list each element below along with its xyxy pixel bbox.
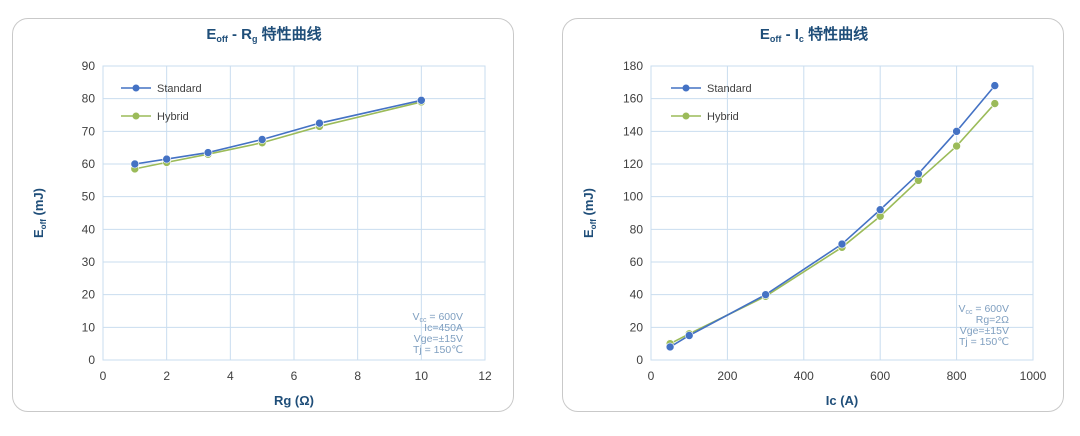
data-point — [914, 169, 923, 179]
y-tick-label: 100 — [623, 190, 643, 204]
x-tick-label: 2 — [163, 369, 170, 383]
y-tick-label: 120 — [623, 157, 643, 171]
legend-marker — [132, 84, 140, 92]
y-tick-label: 160 — [623, 92, 643, 106]
y-tick-label: 20 — [82, 288, 96, 302]
data-point — [130, 159, 140, 169]
series-line — [134, 101, 422, 170]
chart-panel-eoff-rg: Eoff - Rg 特性曲线 0 10 20 30 40 50 60 70 80 90 0 2 4 6 8 10… — [12, 18, 514, 412]
annotation-line: Rg=2Ω — [976, 314, 1009, 326]
legend-marker — [132, 112, 140, 120]
x-axis-label: Ic (A) — [826, 393, 859, 408]
annotation-line: Vcc = 600V — [958, 303, 1009, 316]
y-tick-label: 0 — [88, 353, 95, 367]
data-point — [203, 148, 213, 157]
y-tick-label: 180 — [623, 59, 643, 73]
data-point — [837, 239, 847, 249]
y-axis-label: Eoff (mJ) — [31, 188, 48, 238]
series-line — [669, 103, 996, 345]
legend-marker — [682, 112, 690, 120]
y-tick-label: 70 — [82, 124, 96, 138]
data-point — [162, 154, 171, 164]
data-point — [952, 127, 961, 136]
series-line — [669, 85, 996, 348]
x-tick-label: 4 — [227, 369, 234, 383]
x-tick-label: 400 — [794, 369, 814, 383]
series-standard — [665, 81, 1000, 352]
x-tick-label: 800 — [947, 369, 967, 383]
data-point — [990, 99, 1000, 108]
legend-label: Standard — [707, 83, 752, 95]
x-tick-label: 0 — [648, 369, 655, 383]
y-tick-label: 50 — [82, 190, 96, 204]
plot-frame — [650, 65, 1034, 361]
annotation-line: Ic=450A — [424, 322, 463, 334]
data-point — [761, 290, 770, 299]
data-point — [875, 205, 885, 215]
annotation-line: Vge=±15V — [414, 333, 463, 345]
data-point — [952, 141, 961, 151]
y-tick-label: 40 — [82, 222, 96, 236]
chart-title: Eoff - Ic 特性曲线 — [760, 25, 868, 44]
chart-title: Eoff - Rg 特性曲线 — [206, 25, 321, 44]
legend-marker — [682, 84, 690, 92]
x-tick-label: 0 — [100, 369, 107, 383]
x-tick-label: 10 — [415, 369, 429, 383]
annotation-line: Tj = 150℃ — [959, 336, 1009, 348]
data-point — [257, 135, 267, 144]
plot-frame — [102, 65, 486, 361]
y-tick-label: 80 — [82, 92, 96, 106]
series-standard — [130, 96, 426, 169]
data-point — [665, 342, 675, 352]
x-tick-label: 8 — [354, 369, 361, 383]
y-tick-label: 0 — [636, 353, 643, 367]
legend-label: Hybrid — [157, 111, 189, 123]
y-tick-label: 80 — [630, 222, 644, 236]
y-tick-label: 60 — [630, 255, 644, 269]
y-tick-label: 30 — [82, 255, 96, 269]
y-tick-label: 140 — [623, 124, 643, 138]
data-point — [417, 96, 426, 105]
legend-label: Standard — [157, 83, 202, 95]
chart-eoff-ic: Eoff - Ic 特性曲线 0 20 40 60 80 100 120 140 160 180 0 2… — [581, 25, 1047, 408]
data-point — [684, 331, 694, 340]
series-line — [134, 99, 422, 165]
x-tick-label: 1000 — [1020, 369, 1047, 383]
y-axis-label: Eoff (mJ) — [581, 188, 598, 238]
y-tick-label: 60 — [82, 157, 96, 171]
legend: Standard Hybrid — [121, 83, 202, 123]
legend-label: Hybrid — [707, 111, 739, 123]
annotation-line: Tj = 150℃ — [413, 344, 463, 356]
annotation-line: Vge=±15V — [960, 325, 1009, 337]
x-axis-label: Rg (Ω) — [274, 393, 314, 408]
x-tick-label: 12 — [478, 369, 492, 383]
x-tick-label: 600 — [870, 369, 890, 383]
x-tick-label: 200 — [717, 369, 737, 383]
data-point — [315, 118, 324, 128]
series-hybrid — [665, 99, 1000, 348]
data-point — [990, 81, 1000, 90]
y-tick-label: 10 — [82, 320, 96, 334]
y-tick-label: 40 — [630, 288, 644, 302]
legend: Standard Hybrid — [671, 83, 752, 123]
annotation-line: Vcc = 600V — [412, 311, 463, 324]
y-tick-label: 20 — [630, 320, 644, 334]
x-tick-label: 6 — [291, 369, 298, 383]
y-tick-label: 90 — [82, 59, 96, 73]
chart-panel-eoff-ic: Eoff - Ic 特性曲线 0 20 40 60 80 100 120 140 160 180 0 2… — [562, 18, 1064, 412]
chart-eoff-rg: Eoff - Rg 特性曲线 0 10 20 30 40 50 60 70 80 90 0 2 4 6 8 10… — [31, 25, 492, 408]
